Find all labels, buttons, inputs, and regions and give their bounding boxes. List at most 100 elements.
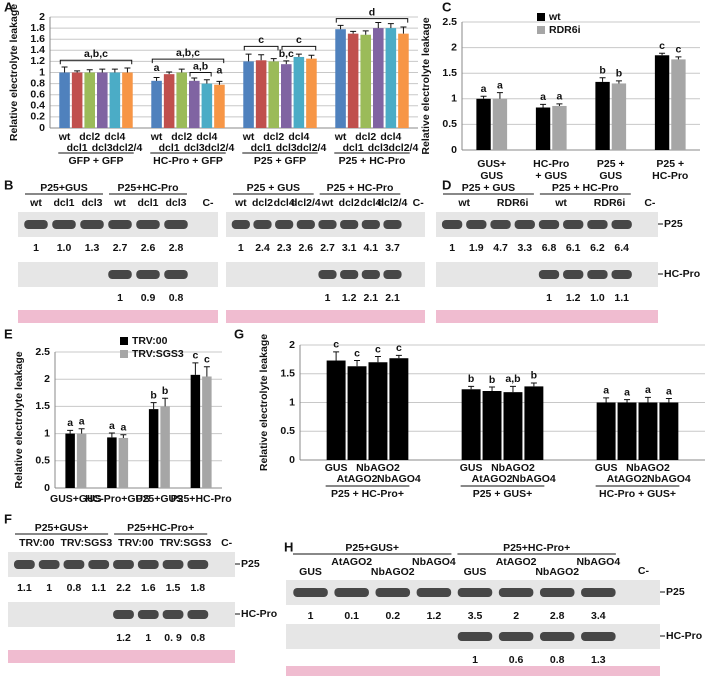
band-quantity: 1 [238, 242, 244, 254]
y-tick-label: 0.5 [35, 455, 50, 467]
legend-label: RDR6i [549, 24, 581, 36]
blot-band [293, 588, 328, 597]
panel-label: E [4, 326, 13, 341]
lane-label: dcl1 [53, 197, 74, 209]
lane-label: TRV:SGS3 [160, 537, 212, 549]
blot-band [416, 588, 452, 597]
lane-label: TRV:00 [118, 537, 154, 549]
blot-band [383, 270, 402, 279]
bar-label: wt [150, 131, 163, 143]
error-bar [203, 366, 210, 377]
blot-band [318, 220, 337, 229]
error-bar [468, 385, 475, 390]
bar [503, 392, 523, 460]
bar-label: wt [242, 131, 255, 143]
lane-label: TRV:00 [19, 537, 55, 549]
blot-band [137, 610, 159, 619]
significance-letter: c [659, 40, 665, 52]
band-quantity: 3.5 [468, 610, 483, 622]
significance-letter: a [109, 420, 115, 432]
y-tick-label: 1 [39, 66, 45, 78]
y-tick-label: 0.5 [280, 425, 295, 437]
lane-label: NbAGO2 [371, 566, 415, 578]
bar-label: dcl2 [355, 131, 376, 143]
bar [71, 72, 83, 128]
error-bar [603, 397, 610, 403]
y-tick-label: 1.8 [30, 22, 45, 34]
y-tick-label: 0.4 [30, 100, 45, 112]
band-quantity: 2 [513, 610, 519, 622]
band-quantity: 2.8 [550, 610, 565, 622]
bar [654, 55, 670, 150]
significance-letter: a [557, 91, 563, 103]
significance-letter: a [481, 83, 487, 95]
significance-letter: b [468, 373, 474, 385]
lane-label: wt [234, 197, 247, 209]
blot-band [539, 632, 575, 641]
bar [596, 402, 616, 460]
category-label: GUS+GUS [50, 493, 102, 505]
significance-letter: b [599, 65, 605, 77]
error-bar [354, 360, 361, 367]
band-quantity: 1 [325, 292, 331, 304]
blot-band [581, 632, 616, 641]
legend-label: TRV:SGS3 [132, 348, 184, 360]
error-bar [111, 68, 118, 73]
error-bar [203, 79, 210, 84]
category-label: HC-Pro + GUS+ [599, 488, 676, 500]
y-tick-label: 1.5 [280, 368, 295, 380]
row-label: P25 [664, 218, 683, 230]
category-label: GUS [480, 170, 503, 182]
error-bar [530, 382, 537, 387]
bar [201, 83, 213, 128]
error-bar [245, 53, 252, 62]
band-quantity: 1.2 [116, 632, 131, 644]
y-axis-label: Relative electrolyte leakage [13, 351, 25, 488]
blot-band [164, 270, 188, 279]
band-quantity: 2.3 [277, 242, 292, 254]
band-quantity: 1 [46, 582, 52, 594]
blot-band [13, 560, 35, 569]
blot-band [137, 560, 159, 569]
bar [659, 402, 679, 460]
blot-band [340, 220, 359, 229]
significance-letter: a [603, 385, 609, 397]
band-quantity: 0.8 [550, 654, 565, 666]
band-quantity: 4.1 [364, 242, 379, 254]
blot-band [498, 588, 534, 597]
blot-band [539, 588, 575, 597]
lane-label: dcl3 [165, 197, 186, 209]
bar [268, 61, 279, 128]
significance-letter: a,b [505, 373, 520, 385]
bar [97, 72, 108, 128]
band-quantity: 1 [449, 242, 455, 254]
blot-band [24, 220, 48, 229]
blot-band [253, 220, 272, 229]
bar-label: AtAGO2 [607, 473, 648, 485]
category-label: HC-Pro [533, 158, 569, 170]
y-axis-label: Relative electrolyte leakage [420, 17, 432, 154]
lane-label: RDR6i [497, 197, 529, 209]
significance-letter: a [497, 79, 503, 91]
band-quantity: 6.1 [566, 242, 581, 254]
band-quantity: 6.4 [614, 242, 629, 254]
bar-label: dcl2/4 [297, 142, 327, 154]
blot-band [383, 220, 402, 229]
error-bar [556, 103, 563, 106]
significance-letter: c [396, 342, 402, 354]
error-bar [675, 56, 682, 60]
blot-header: P25+HC-Pro+ [127, 522, 194, 534]
y-tick-label: 0.8 [30, 77, 45, 89]
blot-band [52, 220, 76, 229]
band-quantity: 0.1 [344, 610, 359, 622]
bar-label: dcl2 [171, 131, 192, 143]
panel-label: C [442, 0, 452, 14]
category-label: HC-Pro+GUS [85, 493, 150, 505]
blot-band [361, 270, 380, 279]
blot-header: P25 + GUS [247, 182, 300, 194]
error-bar [86, 69, 93, 73]
band-quantity: 0.9 [141, 292, 156, 304]
blot-band [514, 220, 535, 229]
blot-header: P25 + GUS [462, 182, 515, 194]
lane-label: dcl2/4 [291, 197, 321, 209]
